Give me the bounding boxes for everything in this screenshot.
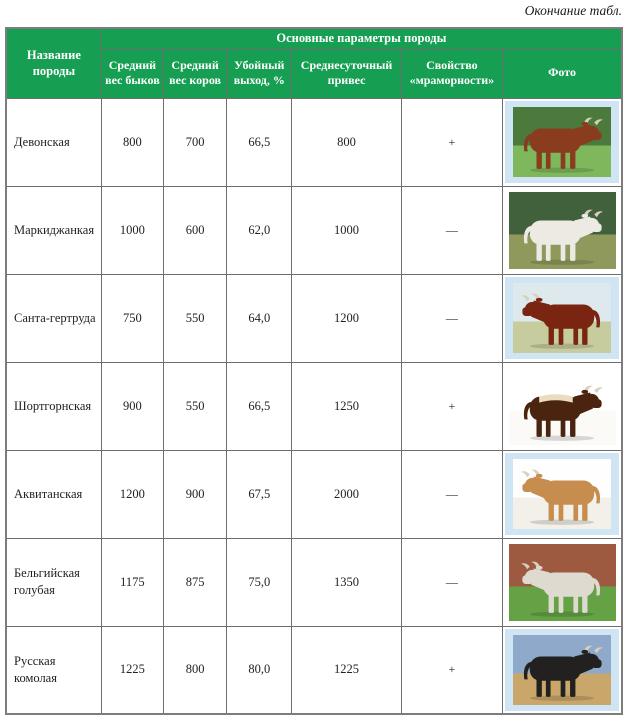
table-row: Русская комолая 1225 800 80,0 1225 + <box>5 625 623 715</box>
bull-icon <box>523 645 603 701</box>
photo-frame <box>505 453 620 535</box>
bull-icon <box>521 561 601 617</box>
marbling-value: — <box>400 185 504 275</box>
cow-weight-value: 600 <box>162 185 228 275</box>
cow-weight-value: 700 <box>162 97 228 187</box>
daily-gain-value: 1225 <box>291 625 402 715</box>
breed-photo-cell <box>502 185 623 275</box>
bull-icon <box>523 385 603 441</box>
cow-weight-value: 550 <box>162 273 228 363</box>
breed-name: Шортгорнская <box>5 361 102 451</box>
daily-gain-value: 1250 <box>291 361 402 451</box>
marbling-value: — <box>400 449 504 539</box>
slaughter-yield-value: 75,0 <box>226 537 293 627</box>
marbling-value: — <box>400 273 504 363</box>
bull-icon <box>523 209 603 265</box>
table-body: Девонская 800 700 66,5 800 + <box>5 97 623 715</box>
photo-frame <box>505 541 620 623</box>
cow-weight-value: 900 <box>162 449 228 539</box>
table-row: Санта-гертруда 750 550 64,0 1200 — <box>5 273 623 363</box>
slaughter-yield-value: 80,0 <box>226 625 293 715</box>
slaughter-yield-value: 62,0 <box>226 185 293 275</box>
cattle-photo-dark-red-bull-on-pale-grassland <box>513 283 612 353</box>
breed-photo-cell <box>502 537 623 627</box>
marbling-value: + <box>400 625 504 715</box>
table-row: Бельгийская голубая 1175 875 75,0 1350 — <box>5 537 623 627</box>
slaughter-yield-value: 66,5 <box>226 361 293 451</box>
cattle-photo-red-brown-cow-on-green-pasture <box>513 107 612 177</box>
breed-photo-cell <box>502 361 623 451</box>
breed-photo-cell <box>502 625 623 715</box>
table-header: Название породы Основные параметры пород… <box>5 27 623 99</box>
daily-gain-value: 800 <box>291 97 402 187</box>
daily-gain-value: 2000 <box>291 449 402 539</box>
cattle-photo-tan-bull-on-white-background <box>513 459 612 529</box>
col-header-breed-name: Название породы <box>5 27 102 99</box>
table-row: Шортгорнская 900 550 66,5 1250 + <box>5 361 623 451</box>
breed-name: Бельгийская голубая <box>5 537 102 627</box>
table-row: Девонская 800 700 66,5 800 + <box>5 97 623 187</box>
breed-name: Русская комолая <box>5 625 102 715</box>
bull-weight-value: 750 <box>100 273 164 363</box>
group-header-main-parameters: Основные параметры породы <box>100 27 623 49</box>
breed-name: Маркиджанкая <box>5 185 102 275</box>
col-header-slaughter-yield: Убойный выход, % <box>226 47 293 99</box>
daily-gain-value: 1000 <box>291 185 402 275</box>
cattle-photo-white-grey-cattle-by-brick-barn <box>508 543 616 621</box>
breed-photo-cell <box>502 273 623 363</box>
photo-frame <box>505 189 620 271</box>
breed-name: Санта-гертруда <box>5 273 102 363</box>
marbling-value: + <box>400 361 504 451</box>
daily-gain-value: 1200 <box>291 273 402 363</box>
photo-frame <box>505 365 620 447</box>
slaughter-yield-value: 64,0 <box>226 273 293 363</box>
bull-weight-value: 1175 <box>100 537 164 627</box>
col-header-daily-gain: Среднесуточный привес <box>291 47 402 99</box>
bull-icon <box>521 293 601 349</box>
table-row: Маркиджанкая 1000 600 62,0 1000 — <box>5 185 623 275</box>
bull-weight-value: 1200 <box>100 449 164 539</box>
breed-name: Аквитанская <box>5 449 102 539</box>
bull-weight-value: 800 <box>100 97 164 187</box>
cow-weight-value: 875 <box>162 537 228 627</box>
table-continuation-caption: Окончание табл. <box>524 3 622 18</box>
cattle-breeds-table: Название породы Основные параметры пород… <box>5 27 623 715</box>
marbling-value: + <box>400 97 504 187</box>
breed-name: Девонская <box>5 97 102 187</box>
col-header-cow-weight: Средний вес коров <box>162 47 228 99</box>
cow-weight-value: 800 <box>162 625 228 715</box>
breed-photo-cell <box>502 97 623 187</box>
slaughter-yield-value: 66,5 <box>226 97 293 187</box>
marbling-value: — <box>400 537 504 627</box>
cattle-photo-white-bull-against-dark-trees <box>508 191 616 269</box>
daily-gain-value: 1350 <box>291 537 402 627</box>
col-header-marbling: Свойство «мраморности» <box>400 47 504 99</box>
photo-frame <box>505 277 620 359</box>
breed-photo-cell <box>502 449 623 539</box>
bull-weight-value: 1225 <box>100 625 164 715</box>
cow-weight-value: 550 <box>162 361 228 451</box>
photo-frame <box>505 101 620 183</box>
cattle-photo-black-bull-on-dry-steppe-blue-sky <box>513 634 612 705</box>
table-row: Аквитанская 1200 900 67,5 2000 — <box>5 449 623 539</box>
slaughter-yield-value: 67,5 <box>226 449 293 539</box>
bull-icon <box>521 469 601 525</box>
bull-weight-value: 900 <box>100 361 164 451</box>
col-header-photo: Фото <box>502 47 623 99</box>
col-header-bull-weight: Средний вес быков <box>100 47 164 99</box>
bull-icon <box>523 117 603 173</box>
photo-frame <box>505 628 620 711</box>
bull-weight-value: 1000 <box>100 185 164 275</box>
cattle-photo-dark-brown-bull-with-cream-back <box>508 367 616 445</box>
